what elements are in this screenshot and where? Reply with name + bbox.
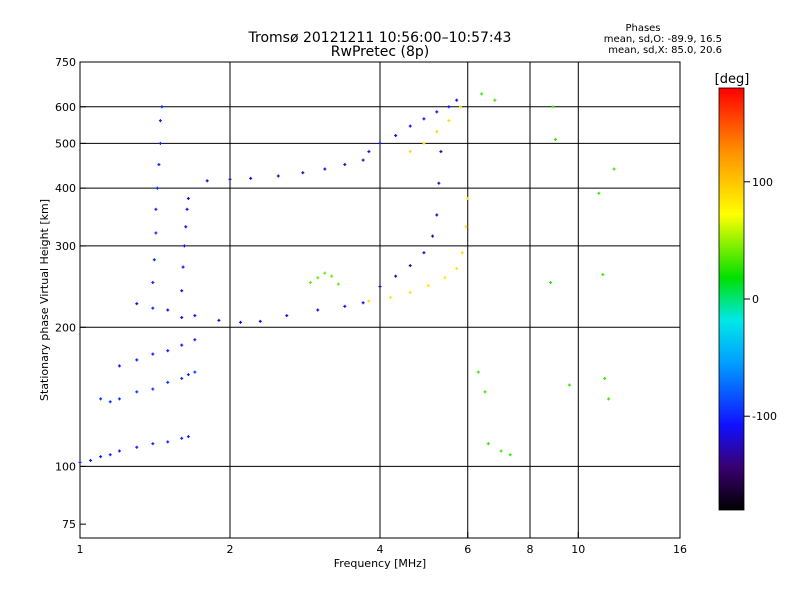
y-tick-label: 600 (55, 101, 76, 114)
lower-layer-trace-3 (117, 338, 197, 368)
y-tick-label: 400 (55, 182, 76, 195)
x-tick-label: 6 (464, 543, 471, 556)
x-tick-label: 8 (527, 543, 534, 556)
colorbar-tick-label: 0 (752, 293, 759, 306)
x-tick-label: 4 (377, 543, 384, 556)
colorbar-label: [deg] (715, 72, 750, 87)
x-tick-label: 10 (571, 543, 585, 556)
y-tick-label: 100 (55, 460, 76, 473)
x-tick-label: 1 (77, 543, 84, 556)
cusp-1p4 (151, 105, 164, 310)
F1-trace-green (308, 271, 340, 286)
F2-O-rise (367, 98, 459, 154)
y-tick-label: 75 (62, 518, 76, 531)
chart-title: Tromsø 20121211 10:56:00–10:57:43 (248, 30, 512, 46)
y-tick-label: 750 (55, 56, 76, 69)
y-tick-label: 200 (55, 321, 76, 334)
chart-subtitle: RwPretec (8p) (331, 44, 429, 60)
axis-ticks: 1 2 4 6 8 10 16 75 100 200 300 400 500 600 750 (55, 56, 687, 556)
colorbar-tick-label: 100 (752, 176, 773, 189)
x-axis-label: Frequency [MHz] (334, 557, 426, 570)
legend-title: Phases (625, 23, 660, 34)
F2-X-trace (367, 196, 470, 303)
x-tick-label: 16 (673, 543, 687, 556)
colorbar-tick-label: -100 (752, 410, 777, 423)
colorbar-ticks: 100 0 -100 (744, 176, 777, 423)
cusp-1p6 (180, 196, 190, 319)
x-tick-label: 2 (227, 543, 234, 556)
F1-trace (135, 301, 365, 324)
lower-layer-trace-1 (78, 435, 190, 464)
legend-line-x: mean, sd,X: 85.0, 20.6 (608, 45, 722, 56)
F2-X-upper (408, 105, 462, 154)
y-tick-label: 500 (55, 137, 76, 150)
y-axis-label: Stationary phase Virtual Height [km] (38, 199, 51, 401)
legend-line-o: mean, sd,O: -89.9, 16.5 (604, 34, 722, 45)
y-tick-label: 300 (55, 240, 76, 253)
scattered-points (476, 92, 616, 457)
lower-layer-trace-2 (99, 370, 197, 404)
colorbar (718, 87, 745, 511)
F2-O-trace-low (205, 158, 365, 183)
F2-O-lower (378, 150, 443, 289)
data-traces (78, 92, 616, 464)
